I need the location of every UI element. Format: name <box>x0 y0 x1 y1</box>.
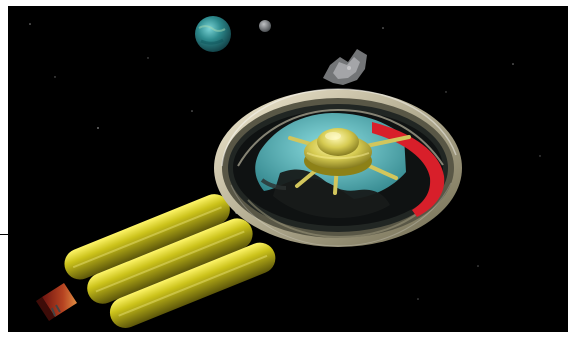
space-scene <box>8 6 568 332</box>
central-hub <box>304 128 372 176</box>
planet <box>195 16 231 52</box>
space-render <box>8 6 568 332</box>
fuel-tanks <box>64 194 276 328</box>
space-station <box>36 88 462 328</box>
stars-group <box>29 23 541 300</box>
rocket-engine <box>36 283 77 321</box>
moon <box>259 20 271 32</box>
frame-edge-line <box>0 234 12 235</box>
red-arc <box>372 122 445 217</box>
asteroid <box>323 49 367 85</box>
